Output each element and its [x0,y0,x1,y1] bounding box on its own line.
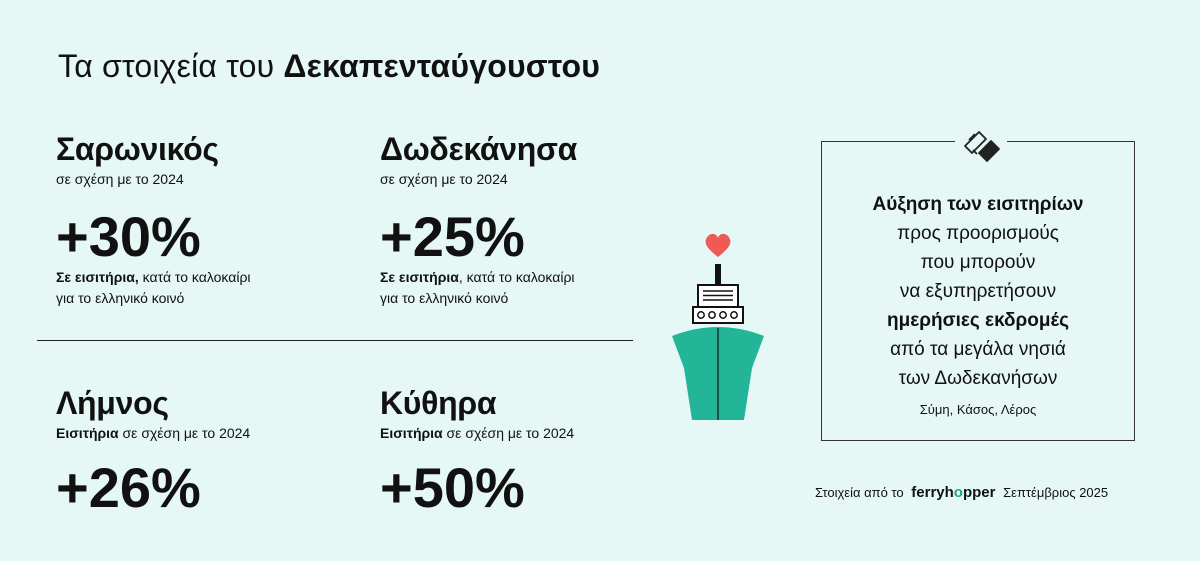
ferryhopper-logo: ferryhopper [911,484,996,501]
title-bold: Δεκαπενταύγουστου [283,48,601,84]
stat-subtitle: Εισιτήρια σε σχέση με το 2024 [380,425,680,441]
heart-icon [705,233,731,257]
stat-percentage: +26% [56,456,201,519]
title-prefix: Τα στοιχεία του [58,48,275,84]
stat-dodecanese: Δωδεκάνησα σε σχέση με το 2024 +25% Σε ε… [380,133,680,313]
stat-percentage: +25% [380,205,525,268]
stat-region: Σαρωνικός [56,131,219,167]
info-line-6: από τα μεγάλα νησιά [890,339,1066,360]
source-footer: Στοιχεία από το ferryhopper Σεπτέμβριος … [815,484,1108,501]
stat-note-bold: Σε εισιτήρια [380,269,459,285]
section-divider [37,340,633,341]
stat-limnos: Λήμνος Εισιτήρια σε σχέση με το 2024 +26… [56,387,356,527]
stat-subtitle-bold: Εισιτήρια [56,425,119,441]
info-box: Αύξηση των εισιτηρίων προς προορισμούς π… [821,120,1135,441]
stat-kythira: Κύθηρα Εισιτήρια σε σχέση με το 2024 +50… [380,387,680,527]
stat-note-text: κατά το καλοκαίρι [138,269,251,285]
ship-illustration [672,233,764,420]
stat-note-text-2: για το ελληνικό κοινό [56,290,185,306]
info-line-7: των Δωδεκανήσων [898,368,1058,389]
stat-region: Δωδεκάνησα [380,131,577,167]
footer-date: Σεπτέμβριος 2025 [1003,485,1109,500]
stat-region: Κύθηρα [380,385,497,421]
stat-subtitle-bold: Εισιτήρια [380,425,443,441]
stat-percentage: +30% [56,205,201,268]
info-line-3: που μπορούν [920,252,1036,273]
stat-subtitle: σε σχέση με το 2024 [56,171,184,187]
tickets-icon [955,120,1007,172]
stat-subtitle: σε σχέση με το 2024 [380,171,508,187]
stat-subtitle: Εισιτήρια σε σχέση με το 2024 [56,425,356,441]
info-line-2: προς προορισμούς [897,223,1059,244]
stat-note-bold: Σε εισιτήρια, [56,269,139,285]
stat-percentage: +50% [380,456,525,519]
stat-subtitle-text: σε σχέση με το 2024 [442,425,575,441]
info-islands: Σύμη, Κάσος, Λέρος [919,402,1037,417]
stat-note: Σε εισιτήρια, κατά το καλοκαίρι για το ε… [380,267,640,309]
info-line-4: να εξυπηρετήσουν [899,281,1057,302]
stat-saronikos: Σαρωνικός σε σχέση με το 2024 +30% Σε ει… [56,133,356,313]
page-title: Τα στοιχεία του Δεκαπενταύγουστου [58,48,600,85]
stat-note-text: , κατά το καλοκαίρι [458,269,575,285]
ship-funnel [715,264,721,286]
footer-prefix: Στοιχεία από το [815,485,904,500]
stat-subtitle-text: σε σχέση με το 2024 [118,425,251,441]
stat-region: Λήμνος [56,385,169,421]
stat-note: Σε εισιτήρια, κατά το καλοκαίρι για το ε… [56,267,316,309]
stat-note-text-2: για το ελληνικό κοινό [380,290,509,306]
info-line-5: ημερήσιες εκδρομές [886,310,1069,331]
info-line-1: Αύξηση των εισιτηρίων [872,194,1084,215]
info-box-text: Αύξηση των εισιτηρίων προς προορισμούς π… [822,190,1134,393]
ship-deck [692,306,744,324]
